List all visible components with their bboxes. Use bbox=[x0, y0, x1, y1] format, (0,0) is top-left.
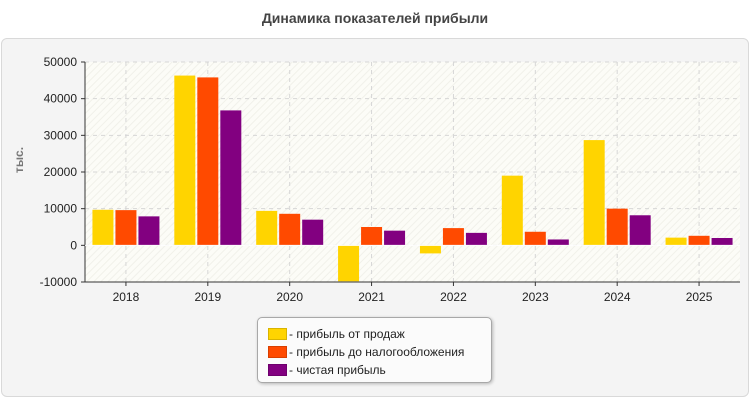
legend-swatch-pretax-profit bbox=[268, 345, 287, 358]
legend-label-pretax-profit: - прибыль до налогообложения bbox=[289, 344, 465, 359]
bar bbox=[92, 209, 114, 246]
bar bbox=[338, 245, 360, 282]
legend-item-net-profit: - чистая прибыль bbox=[268, 362, 386, 378]
x-tick-label: 2023 bbox=[522, 290, 549, 304]
bar bbox=[197, 77, 219, 246]
bar bbox=[174, 75, 196, 246]
y-tick-label: 50000 bbox=[44, 55, 78, 69]
y-tick-label: 0 bbox=[70, 238, 77, 252]
bar bbox=[361, 227, 383, 246]
bar bbox=[442, 228, 464, 246]
legend-swatch-net-profit bbox=[268, 363, 287, 376]
bar bbox=[547, 239, 569, 246]
bar bbox=[384, 230, 406, 246]
x-tick-label: 2020 bbox=[276, 290, 303, 304]
bar bbox=[419, 245, 441, 254]
y-tick-label: 20000 bbox=[44, 165, 78, 179]
bar bbox=[302, 219, 324, 246]
bar bbox=[524, 231, 546, 246]
chart-title: Динамика показателей прибыли bbox=[261, 10, 489, 26]
bar bbox=[256, 210, 278, 246]
x-tick-label: 2024 bbox=[604, 290, 631, 304]
y-tick-label: 30000 bbox=[44, 128, 78, 142]
x-tick-label: 2021 bbox=[358, 290, 385, 304]
y-tick-label: 10000 bbox=[44, 202, 78, 216]
y-tick-label: -10000 bbox=[40, 275, 78, 289]
x-tick-label: 2022 bbox=[440, 290, 467, 304]
bar bbox=[501, 175, 523, 246]
legend-item-pretax-profit: - прибыль до налогообложения bbox=[268, 344, 464, 360]
bar bbox=[583, 140, 605, 246]
legend: - прибыль от продаж - прибыль до налогоо… bbox=[257, 317, 492, 383]
y-axis-label: тыс. bbox=[12, 147, 26, 173]
bar bbox=[220, 110, 242, 246]
bar bbox=[279, 213, 301, 246]
bar bbox=[115, 210, 137, 246]
x-tick-label: 2019 bbox=[194, 290, 221, 304]
bar bbox=[665, 237, 687, 246]
x-tick-label: 2018 bbox=[113, 290, 140, 304]
bar bbox=[629, 215, 651, 246]
y-tick-label: 40000 bbox=[44, 92, 78, 106]
x-tick-label: 2025 bbox=[686, 290, 713, 304]
legend-item-sales-profit: - прибыль от продаж bbox=[268, 326, 405, 342]
bar bbox=[606, 208, 628, 246]
bar bbox=[711, 238, 733, 246]
bar bbox=[688, 235, 710, 246]
legend-swatch-sales-profit bbox=[268, 327, 287, 340]
bar bbox=[465, 232, 487, 246]
legend-label-sales-profit: - прибыль от продаж bbox=[289, 326, 405, 341]
legend-label-net-profit: - чистая прибыль bbox=[289, 362, 386, 377]
bar bbox=[138, 216, 160, 246]
